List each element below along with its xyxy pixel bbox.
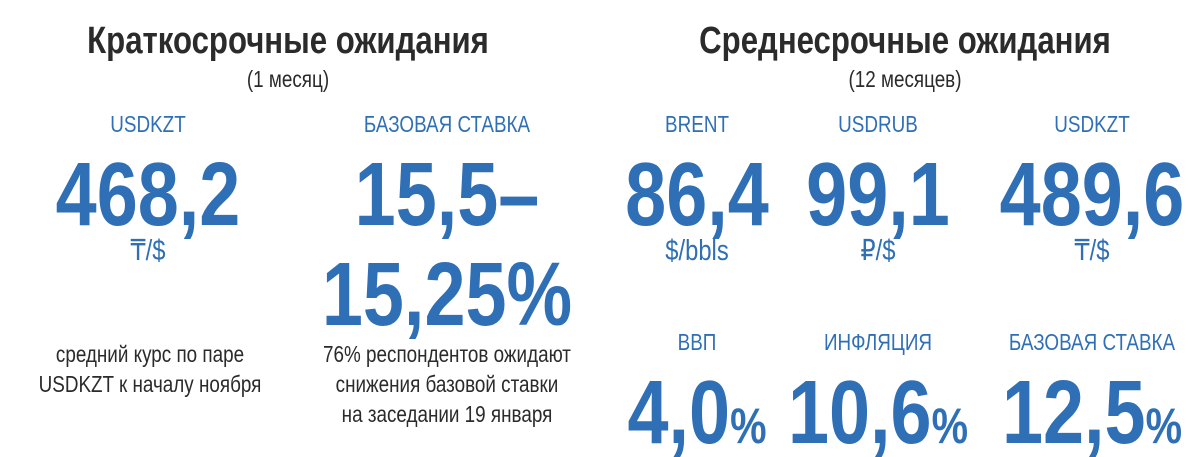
indicator-unit: ₽/$ — [860, 235, 896, 267]
indicator-value: 15,5– — [354, 145, 540, 245]
indicator-label: USDKZT — [110, 111, 186, 137]
indicator-label: USDRUB — [838, 111, 918, 137]
indicator-label: ИНФЛЯЦИЯ — [823, 329, 933, 355]
indicator-value: 12,5% — [1002, 368, 1182, 457]
indicator-value: 86,4 — [625, 145, 769, 245]
note-line: 76% респондентов ожидают — [323, 341, 571, 367]
note-line: средний курс по паре — [55, 341, 245, 367]
value-suffix: % — [730, 398, 767, 454]
note: средний курс по паре USDKZT к началу ноя… — [39, 340, 262, 400]
indicator-value: 10,6% — [788, 368, 968, 457]
indicator-label: BRENT — [665, 111, 729, 137]
section-subtitle: (12 месяцев) — [848, 66, 962, 92]
section-title: Краткосрочные ожидания — [87, 20, 489, 62]
note: 76% респондентов ожидают снижения базово… — [323, 340, 571, 430]
indicator-unit: ₸/$ — [1074, 235, 1110, 267]
value-number: 4,0 — [627, 363, 731, 457]
indicator-unit: $/bbls — [665, 235, 729, 267]
section-title: Среднесрочные ожидания — [699, 20, 1111, 62]
indicator-label: БАЗОВАЯ СТАВКА — [1008, 329, 1176, 355]
indicator-value: 15,25% — [321, 245, 573, 345]
indicator-label: ВВП — [677, 329, 717, 355]
indicator-label: БАЗОВАЯ СТАВКА — [363, 111, 531, 137]
indicator-label: USDKZT — [1054, 111, 1130, 137]
value-suffix: % — [931, 398, 969, 454]
note-line: на заседании 19 января — [341, 400, 553, 427]
indicator-value: 4,0% — [627, 368, 766, 457]
value-number: 10,6 — [787, 363, 932, 457]
indicator-value: 489,6 — [999, 145, 1185, 245]
section-subtitle: (1 месяц) — [246, 66, 330, 92]
note-line: USDKZT к началу ноября — [38, 370, 262, 397]
indicator-value: 468,2 — [55, 145, 241, 245]
indicator-value: 99,1 — [806, 145, 950, 245]
value-number: 12,5 — [1001, 363, 1146, 457]
indicator-unit: ₸/$ — [130, 235, 166, 267]
value-suffix: % — [1145, 398, 1183, 454]
note-line: снижения базовой ставки — [335, 370, 559, 397]
